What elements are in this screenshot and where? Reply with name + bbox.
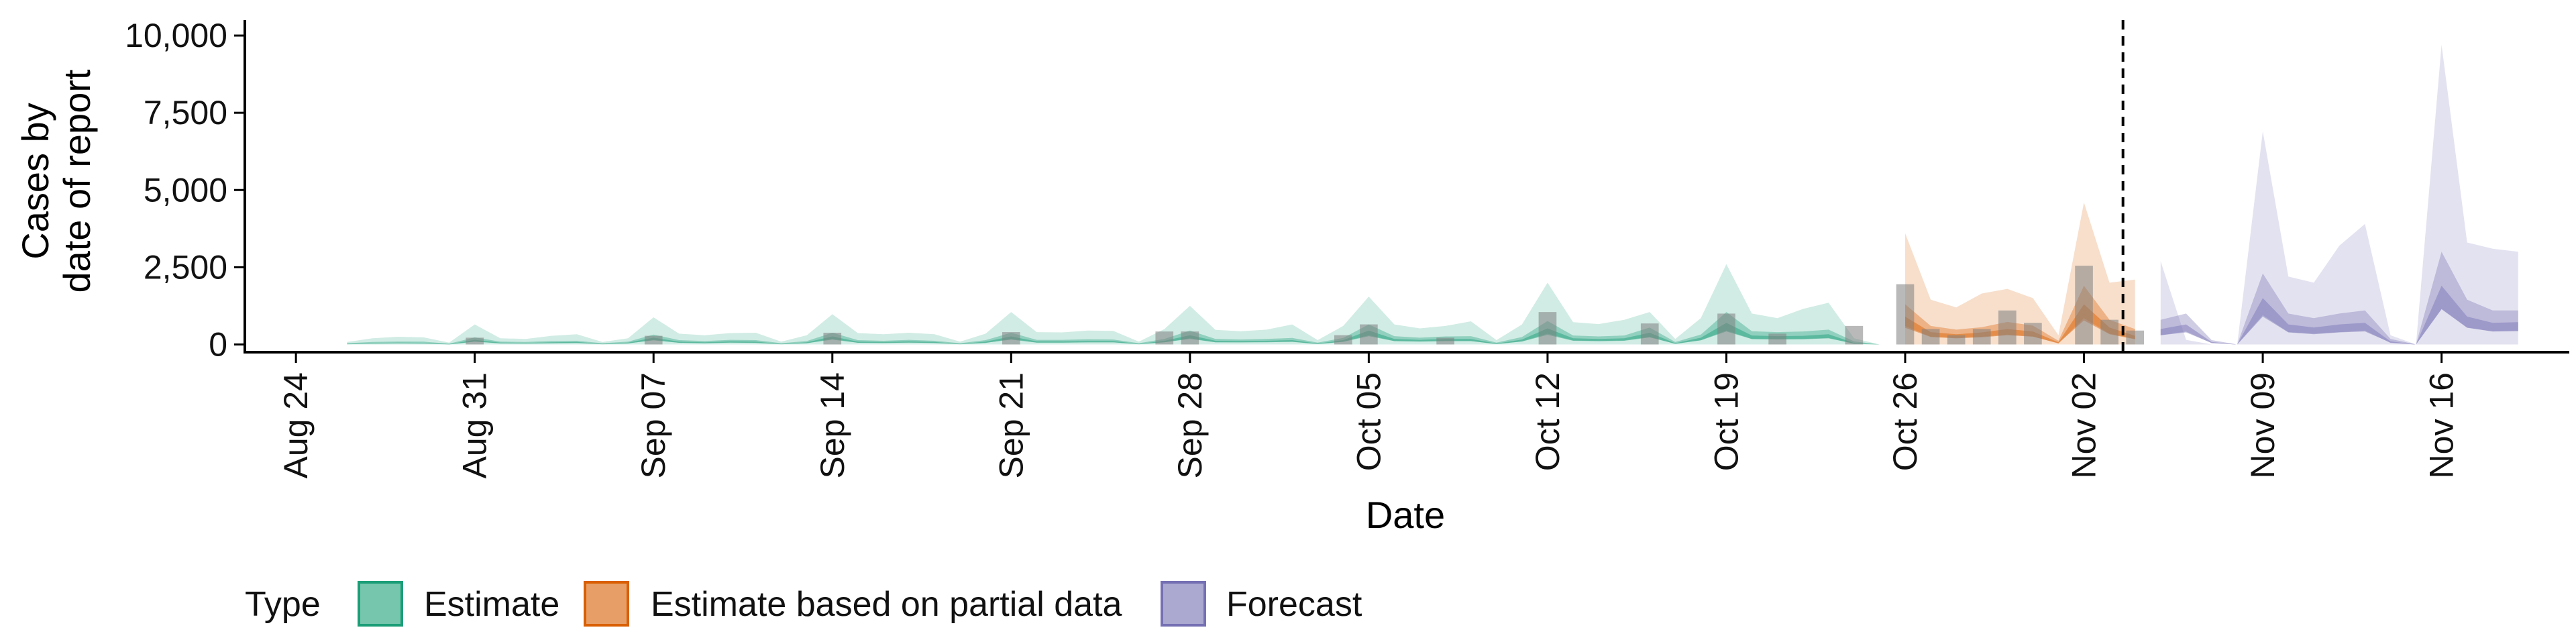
x-tick-label: Sep 28 bbox=[1171, 372, 1209, 478]
x-tick-label: Aug 24 bbox=[277, 372, 315, 478]
y-axis-title: Cases by date of report bbox=[14, 69, 98, 293]
x-tick-label: Nov 02 bbox=[2065, 372, 2103, 478]
legend-label-forecast: Forecast bbox=[1226, 585, 1362, 624]
legend-key-estimate bbox=[358, 581, 403, 627]
reported-bar bbox=[1896, 284, 1915, 345]
legend-key-partial bbox=[584, 581, 629, 627]
reported-bar bbox=[1181, 331, 1199, 345]
legend-label-estimate: Estimate bbox=[424, 585, 559, 624]
reported-bar bbox=[1155, 331, 1174, 345]
x-tick-label: Oct 12 bbox=[1529, 372, 1566, 471]
legend-title: Type bbox=[245, 585, 321, 624]
y-tick-label: 10,000 bbox=[125, 17, 227, 54]
reported-bar bbox=[466, 337, 484, 345]
x-axis-ticks: Aug 24 Aug 31 Sep 07 Sep 14 Sep 21 Sep 28 Oct … bbox=[277, 352, 2461, 478]
reported-bar bbox=[1947, 335, 1966, 345]
reported-bar bbox=[1972, 329, 1991, 345]
reported-bar bbox=[2100, 319, 2118, 345]
y-axis-title-line-1: Cases by bbox=[14, 103, 56, 259]
reported-bar bbox=[644, 335, 663, 345]
y-axis-title-line-2: date of report bbox=[56, 69, 98, 293]
legend-key-forecast bbox=[1161, 581, 1206, 627]
y-tick-label: 5,000 bbox=[144, 171, 227, 209]
reported-bar bbox=[1768, 333, 1786, 345]
x-tick-label: Sep 21 bbox=[992, 372, 1030, 478]
reported-bar bbox=[2024, 323, 2042, 345]
reported-bar bbox=[1360, 324, 1378, 345]
reported-bar bbox=[823, 332, 842, 345]
x-tick-label: Aug 31 bbox=[456, 372, 494, 478]
y-tick-label: 2,500 bbox=[144, 248, 227, 286]
x-tick-label: Sep 14 bbox=[814, 372, 851, 478]
y-axis-ticks: 0 2,500 5,000 7,500 10,000 bbox=[125, 17, 245, 363]
reported-bar bbox=[2075, 266, 2093, 345]
x-axis-title: Date bbox=[1366, 494, 1445, 536]
x-tick-label: Sep 07 bbox=[635, 372, 672, 478]
band-20-forecast bbox=[2160, 286, 2518, 345]
reported-bar bbox=[1538, 312, 1557, 345]
legend: Type Estimate Estimate based on partial … bbox=[245, 581, 1362, 627]
reported-bar bbox=[1845, 325, 1864, 345]
reported-bar bbox=[1717, 313, 1735, 345]
reported-case-bars bbox=[466, 266, 2145, 345]
x-tick-label: Nov 09 bbox=[2244, 372, 2282, 478]
band-50-forecast bbox=[2160, 252, 2518, 345]
x-tick-label: Oct 26 bbox=[1886, 372, 1924, 471]
y-tick-label: 7,500 bbox=[144, 94, 227, 131]
uncertainty-bands bbox=[347, 44, 2518, 345]
x-tick-label: Oct 05 bbox=[1350, 372, 1387, 471]
reported-bar bbox=[2126, 330, 2145, 345]
reported-bar bbox=[1334, 335, 1352, 345]
reported-bar bbox=[1436, 337, 1454, 345]
x-tick-label: Nov 16 bbox=[2423, 372, 2461, 478]
reported-bar bbox=[1002, 332, 1020, 345]
reported-bar bbox=[1640, 323, 1659, 345]
reported-bar bbox=[1921, 329, 1940, 345]
legend-label-partial: Estimate based on partial data bbox=[651, 585, 1122, 624]
x-tick-label: Oct 19 bbox=[1707, 372, 1745, 471]
reported-bar bbox=[1998, 310, 2017, 345]
y-tick-label: 0 bbox=[209, 325, 227, 363]
band-90-forecast bbox=[2160, 44, 2518, 345]
axes bbox=[244, 20, 2569, 354]
